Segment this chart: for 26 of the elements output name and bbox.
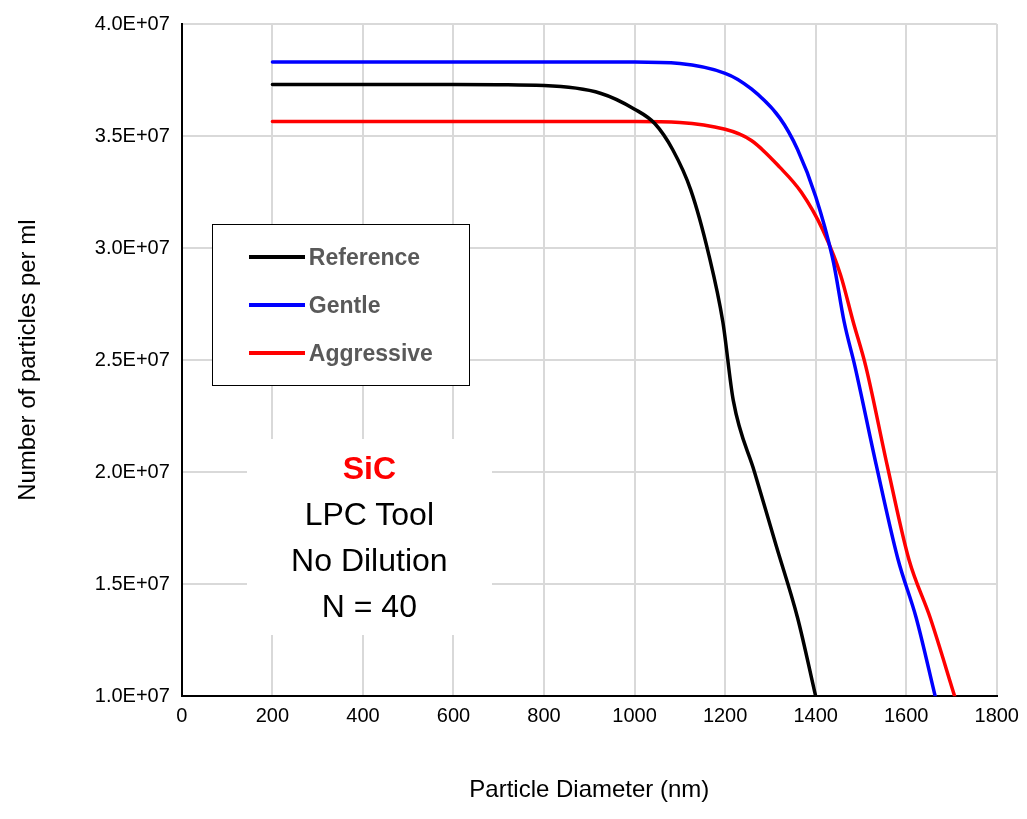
annotation: N = 40 bbox=[320, 587, 418, 626]
x-tick-label: 0 bbox=[176, 703, 188, 726]
x-tick-label: 1600 bbox=[883, 703, 929, 726]
x-tick-label: 800 bbox=[527, 703, 561, 726]
x-tick-label: 400 bbox=[346, 703, 380, 726]
x-tick-label: 600 bbox=[436, 703, 471, 726]
y-axis-title: Number of particles per ml bbox=[13, 219, 41, 501]
y-tick-label: 3.0E+07 bbox=[94, 235, 170, 258]
y-tick-label: 1.5E+07 bbox=[94, 571, 170, 594]
y-tick-label: 2.5E+07 bbox=[94, 347, 170, 370]
x-axis-title: Particle Diameter (nm) bbox=[469, 775, 710, 803]
legend-label: Gentle bbox=[308, 291, 381, 319]
x-tick-label: 1400 bbox=[793, 703, 838, 726]
y-tick-label: 1.0E+07 bbox=[94, 683, 170, 706]
x-tick-label: 1200 bbox=[702, 703, 748, 726]
annotation: LPC Tool bbox=[303, 495, 435, 534]
y-tick-label: 4.0E+07 bbox=[94, 11, 170, 34]
y-tick-label: 2.0E+07 bbox=[94, 459, 170, 482]
y-tick-label: 3.5E+07 bbox=[94, 123, 170, 146]
annotation: SiC bbox=[341, 449, 398, 488]
x-tick-label: 200 bbox=[255, 703, 290, 726]
annotation: No Dilution bbox=[290, 541, 449, 580]
x-tick-label: 1000 bbox=[612, 703, 657, 726]
legend-label: Reference bbox=[308, 243, 421, 271]
x-tick-label: 1800 bbox=[974, 703, 1019, 726]
legend-label: Aggressive bbox=[308, 339, 433, 367]
